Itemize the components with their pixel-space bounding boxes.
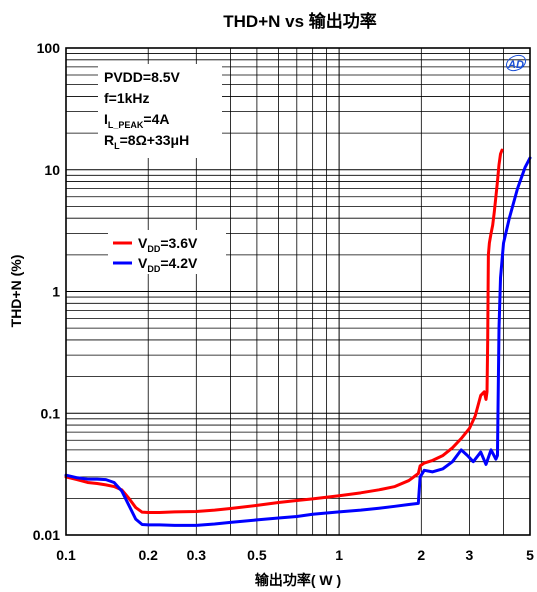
- condition-line: RL=8Ω+33μH: [104, 132, 189, 151]
- y-tick-labels: 0.01 0.1 1 10 100: [33, 40, 60, 543]
- conditions-background: [98, 64, 222, 158]
- y-tick-label: 0.01: [33, 527, 60, 543]
- x-tick-label: 3: [466, 547, 474, 563]
- legend-label: VDD=4.2V: [138, 255, 198, 274]
- x-tick-label: 5: [526, 547, 534, 563]
- condition-line: PVDD=8.5V: [104, 69, 181, 85]
- x-tick-label: 0.2: [138, 547, 158, 563]
- x-tick-label: 0.3: [187, 547, 207, 563]
- logo-icon: [505, 54, 527, 72]
- legend-background: [108, 230, 226, 274]
- y-tick-label: 100: [37, 40, 61, 56]
- condition-line: f=1kHz: [104, 90, 150, 106]
- conditions-box: PVDD=8.5V f=1kHz IL_PEAK=4A RL=8Ω+33μH: [98, 64, 222, 158]
- series-layer: [64, 148, 532, 527]
- x-tick-label: 0.1: [56, 547, 76, 563]
- series-line-1: [64, 148, 504, 515]
- chart-title: THD+N vs 输出功率: [223, 11, 377, 31]
- legend-label: VDD=3.6V: [138, 235, 198, 254]
- x-tick-label: 2: [417, 547, 425, 563]
- y-tick-label: 1: [52, 284, 60, 300]
- x-axis-label: 输出功率( W ): [255, 572, 341, 588]
- x-tick-label: 1: [335, 547, 343, 563]
- logo-text: AD: [507, 59, 524, 71]
- y-tick-label: 10: [44, 162, 60, 178]
- condition-line: IL_PEAK=4A: [104, 111, 169, 130]
- series-line-2: [64, 156, 532, 527]
- y-tick-label: 0.1: [41, 405, 61, 421]
- logo: AD: [505, 54, 527, 72]
- x-tick-labels: 0.1 0.2 0.3 0.5 1 2 3 5: [56, 547, 534, 563]
- y-axis-label: THD+N (%): [8, 255, 24, 328]
- x-tick-label: 0.5: [247, 547, 267, 563]
- plot-frame: [65, 47, 531, 536]
